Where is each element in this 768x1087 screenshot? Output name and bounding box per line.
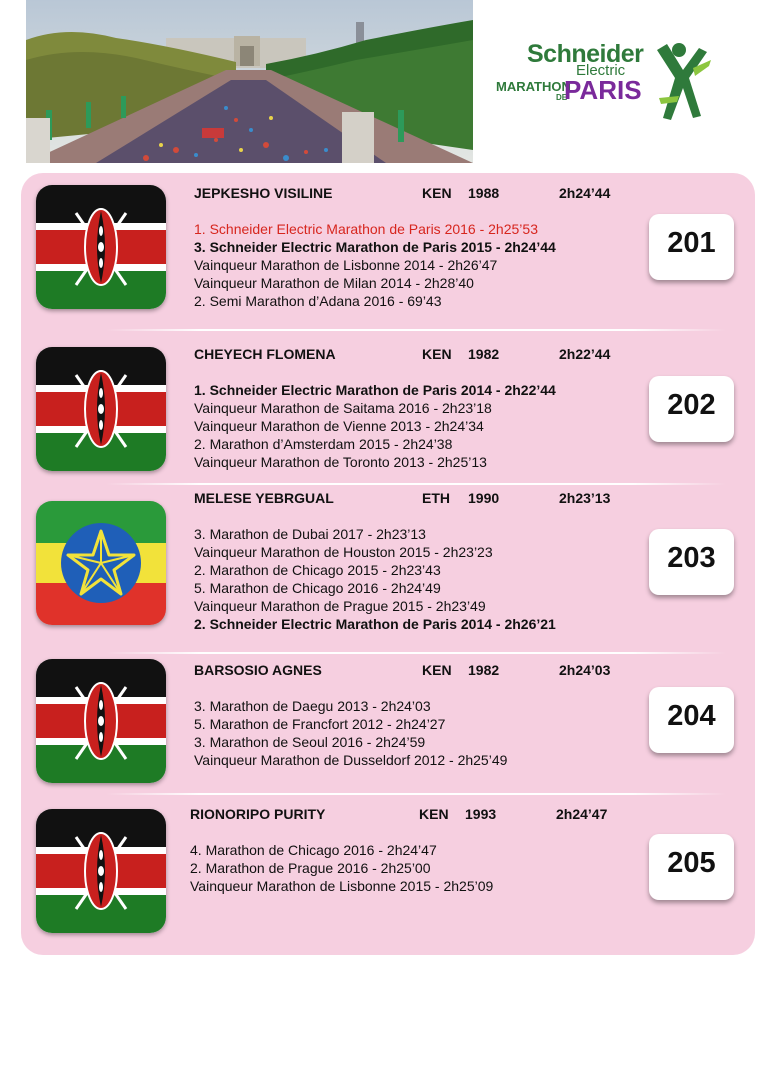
kenya-flag-icon bbox=[36, 347, 166, 471]
athlete-header: BARSOSIO AGNES KEN 1982 2h24’03 bbox=[194, 661, 610, 679]
athlete-birth-year: 1993 bbox=[465, 806, 497, 822]
result-line: 2. Semi Marathon d’Adana 2016 - 69’43 bbox=[194, 293, 442, 309]
athlete-country: KEN bbox=[422, 346, 452, 362]
athlete-header: RIONORIPO PURITY KEN 1993 2h24’47 bbox=[190, 805, 607, 823]
result-line: 3. Marathon de Dubai 2017 - 2h23’13 bbox=[194, 526, 426, 542]
athlete-best-time: 2h24’03 bbox=[559, 662, 611, 678]
athlete-country: KEN bbox=[422, 662, 452, 678]
kenya-flag-icon bbox=[36, 659, 166, 783]
result-line: 5. Marathon de Francfort 2012 - 2h24’27 bbox=[194, 716, 446, 732]
kenya-flag-icon bbox=[36, 809, 166, 933]
athlete-name: JEPKESHO VISILINE bbox=[194, 185, 333, 201]
athlete-birth-year: 1990 bbox=[468, 490, 500, 506]
runner-icon bbox=[657, 43, 711, 120]
bib-number: 205 bbox=[649, 834, 734, 900]
result-line: 2. Schneider Electric Marathon de Paris … bbox=[194, 616, 556, 632]
divider bbox=[106, 483, 726, 485]
result-line: 3. Schneider Electric Marathon de Paris … bbox=[194, 239, 556, 255]
athlete-name: MELESE YEBRGUAL bbox=[194, 490, 334, 506]
result-line: 2. Marathon de Prague 2016 - 2h25’00 bbox=[190, 860, 431, 876]
athlete-country: KEN bbox=[419, 806, 449, 822]
athlete-best-time: 2h23’13 bbox=[559, 490, 611, 506]
athlete-birth-year: 1988 bbox=[468, 185, 500, 201]
bib-number: 201 bbox=[649, 214, 734, 280]
result-line: 2. Marathon d’Amsterdam 2015 - 2h24’38 bbox=[194, 436, 453, 452]
result-line: Vainqueur Marathon de Milan 2014 - 2h28’… bbox=[194, 275, 474, 291]
athlete-name: CHEYECH FLOMENA bbox=[194, 346, 336, 362]
athlete-name: BARSOSIO AGNES bbox=[194, 662, 322, 678]
logo-de-text: DE bbox=[556, 93, 568, 102]
result-line: Vainqueur Marathon de Lisbonne 2014 - 2h… bbox=[194, 257, 498, 273]
hero-photo bbox=[26, 0, 473, 163]
athlete-country: ETH bbox=[422, 490, 450, 506]
athlete-country: KEN bbox=[422, 185, 452, 201]
athlete-birth-year: 1982 bbox=[468, 346, 500, 362]
athlete-best-time: 2h22’44 bbox=[559, 346, 611, 362]
bib-number: 204 bbox=[649, 687, 734, 753]
result-line: Vainqueur Marathon de Houston 2015 - 2h2… bbox=[194, 544, 493, 560]
result-line: 3. Marathon de Seoul 2016 - 2h24’59 bbox=[194, 734, 426, 750]
result-line: Vainqueur Marathon de Toronto 2013 - 2h2… bbox=[194, 454, 487, 470]
athletes-panel: JEPKESHO VISILINE KEN 1988 2h24’44 1. Sc… bbox=[21, 173, 755, 955]
result-line: Vainqueur Marathon de Dusseldorf 2012 - … bbox=[194, 752, 508, 768]
result-line: 1. Schneider Electric Marathon de Paris … bbox=[194, 221, 538, 237]
ethiopia-flag-icon bbox=[36, 501, 166, 625]
divider bbox=[106, 652, 726, 654]
divider bbox=[106, 793, 726, 795]
logo-marathon-text: MARATHON bbox=[496, 79, 571, 94]
result-line: 3. Marathon de Daegu 2013 - 2h24’03 bbox=[194, 698, 431, 714]
athlete-birth-year: 1982 bbox=[468, 662, 500, 678]
athlete-name: RIONORIPO PURITY bbox=[190, 806, 326, 822]
result-line: Vainqueur Marathon de Saitama 2016 - 2h2… bbox=[194, 400, 492, 416]
result-line: 4. Marathon de Chicago 2016 - 2h24’47 bbox=[190, 842, 437, 858]
divider bbox=[106, 329, 726, 331]
bib-number: 202 bbox=[649, 376, 734, 442]
kenya-flag-icon bbox=[36, 185, 166, 309]
logo-schneider-text: Schneider bbox=[527, 40, 644, 68]
result-line: Vainqueur Marathon de Lisbonne 2015 - 2h… bbox=[190, 878, 494, 894]
bib-number: 203 bbox=[649, 529, 734, 595]
result-line: Vainqueur Marathon de Prague 2015 - 2h23… bbox=[194, 598, 486, 614]
logo-electric-text: Electric bbox=[576, 62, 626, 79]
logo-paris-text: PARIS bbox=[564, 75, 642, 105]
athlete-header: JEPKESHO VISILINE KEN 1988 2h24’44 bbox=[194, 184, 610, 202]
athlete-header: CHEYECH FLOMENA KEN 1982 2h22’44 bbox=[194, 345, 610, 363]
athlete-best-time: 2h24’44 bbox=[559, 185, 611, 201]
result-line: Vainqueur Marathon de Vienne 2013 - 2h24… bbox=[194, 418, 484, 434]
marathon-logo: Schneider Electric MARATHON DE PARIS bbox=[494, 38, 714, 128]
result-line: 2. Marathon de Chicago 2015 - 2h23’43 bbox=[194, 562, 441, 578]
result-line: 1. Schneider Electric Marathon de Paris … bbox=[194, 382, 556, 398]
athlete-header: MELESE YEBRGUAL ETH 1990 2h23’13 bbox=[194, 489, 610, 507]
athlete-best-time: 2h24’47 bbox=[556, 806, 608, 822]
result-line: 5. Marathon de Chicago 2016 - 2h24’49 bbox=[194, 580, 441, 596]
